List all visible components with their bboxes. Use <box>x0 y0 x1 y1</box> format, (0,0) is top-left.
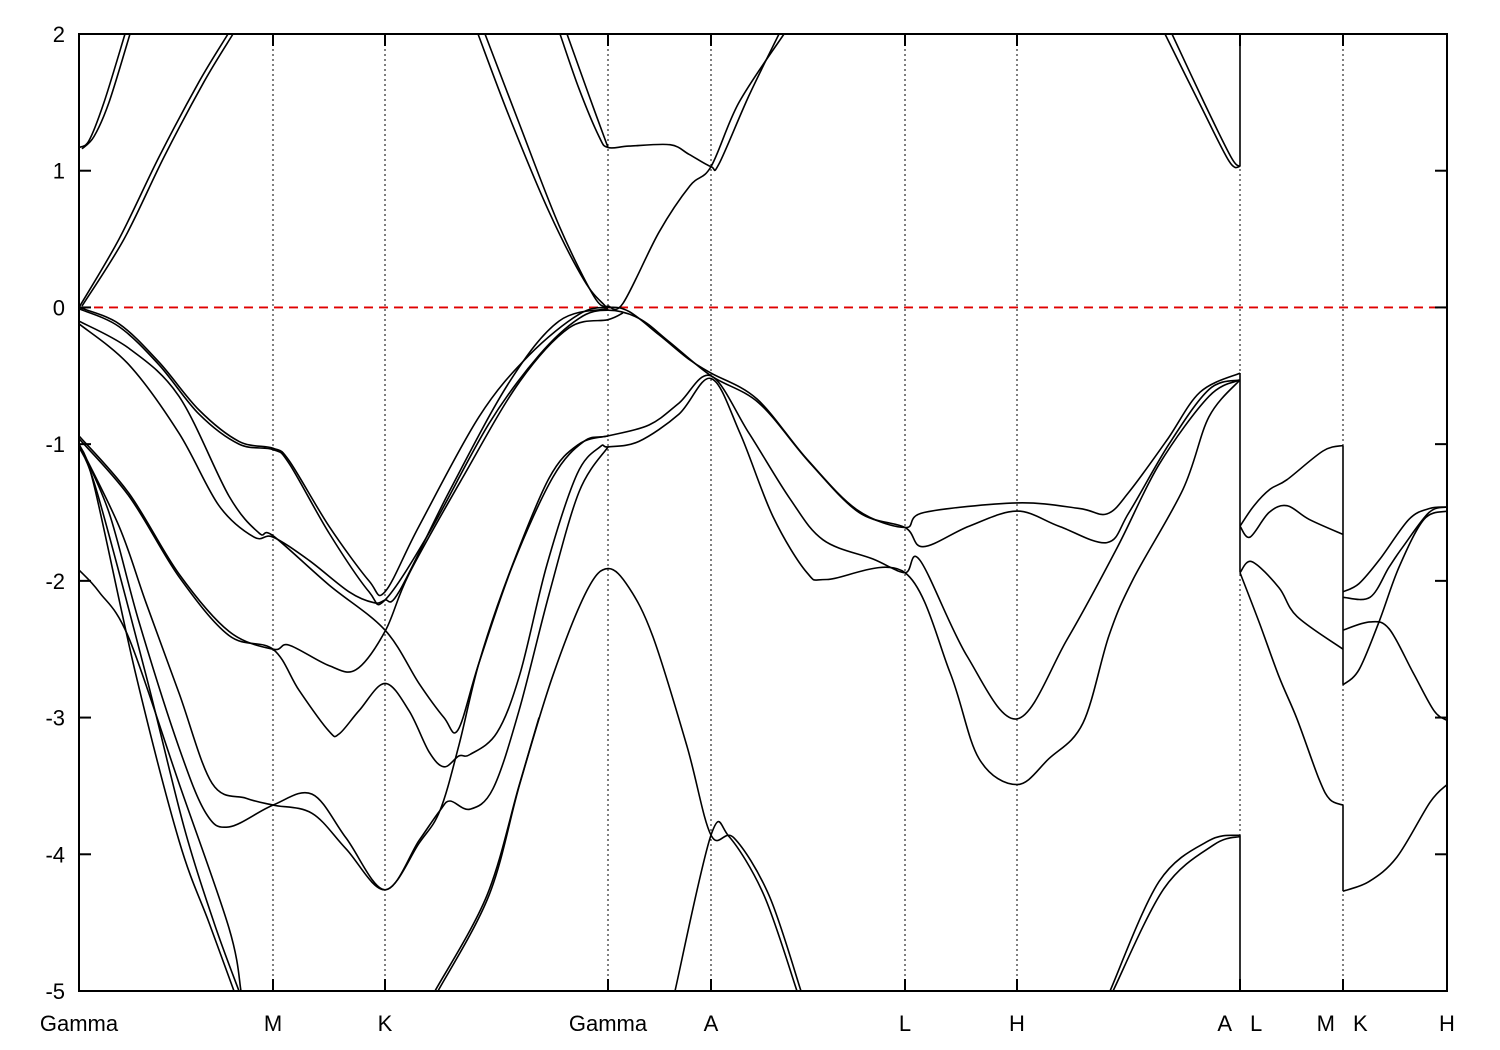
band-line-v5 <box>79 312 624 673</box>
band-line-m1 <box>1239 444 1344 527</box>
band-line-c5 <box>477 34 785 311</box>
y-tick-label: -4 <box>45 842 65 867</box>
band-line-h5 <box>1342 784 1447 892</box>
kpoint-label: Gamma <box>569 1011 648 1036</box>
band-line-c2 <box>81 34 131 150</box>
band-line-p2 <box>434 717 540 991</box>
band-line-v6 <box>79 377 1241 786</box>
band-line-p1 <box>437 567 802 991</box>
band-line-h2 <box>1342 506 1447 601</box>
band-line-v2 <box>79 308 1241 606</box>
kpoint-label: K <box>1353 1011 1368 1036</box>
band-line-c6 <box>484 34 609 309</box>
kpoint-label: K <box>378 1011 393 1036</box>
kpoint-label: Gamma <box>40 1011 119 1036</box>
y-tick-label: -5 <box>45 979 65 1004</box>
kpoint-label: H <box>1009 1011 1025 1036</box>
band-line-x1 <box>79 443 609 891</box>
kpoint-label: A <box>1217 1011 1232 1036</box>
band-line-c3 <box>79 34 229 308</box>
band-line-s3 <box>79 569 242 991</box>
band-line-m4 <box>1239 572 1344 806</box>
high-symmetry-lines <box>272 34 1344 991</box>
y-tick-label: 0 <box>53 295 65 320</box>
y-axis-tick-labels: -5 -4 -3 -2 -1 0 1 2 <box>45 22 65 1004</box>
band-line-a1 <box>1109 834 1241 991</box>
band-line-c8 <box>566 34 609 148</box>
band-line-c10 <box>1171 34 1241 168</box>
kpoint-label: M <box>264 1011 282 1036</box>
band-line-m3 <box>1239 560 1344 650</box>
y-tick-label: -2 <box>45 569 65 594</box>
band-line-c7 <box>559 34 780 172</box>
x-axis-kpoint-labels: Gamma M K Gamma A L H A L M K H <box>40 1011 1455 1036</box>
kpoint-label: A <box>704 1011 719 1036</box>
y-tick-label: -3 <box>45 706 65 731</box>
band-line-a2 <box>1112 835 1241 991</box>
kpoint-label: L <box>1250 1011 1262 1036</box>
band-line-c9 <box>1164 34 1241 169</box>
band-line-s2 <box>79 446 240 991</box>
bands <box>79 34 1447 991</box>
kpoint-label: L <box>899 1011 911 1036</box>
band-line-g1 <box>674 820 798 991</box>
band-line-h4 <box>1342 510 1447 686</box>
y-tick-label: 1 <box>53 159 65 184</box>
y-tick-label: -1 <box>45 432 65 457</box>
band-line-m2 <box>1239 504 1344 539</box>
band-line-x2 <box>79 435 609 891</box>
band-line-c1 <box>79 34 126 149</box>
plot-frame <box>78 33 1448 992</box>
band-line-v3 <box>79 320 1241 734</box>
kpoint-label: M <box>1317 1011 1335 1036</box>
band-line-v4 <box>79 308 609 604</box>
band-line-v1 <box>79 306 1241 597</box>
y-tick-label: 2 <box>53 22 65 47</box>
band-line-h3 <box>1342 620 1447 721</box>
band-line-c4 <box>81 34 234 307</box>
band-line-s1 <box>79 443 235 991</box>
kpoint-label: H <box>1439 1011 1455 1036</box>
band-line-h1 <box>1342 506 1447 593</box>
axis-ticks <box>78 33 1448 992</box>
